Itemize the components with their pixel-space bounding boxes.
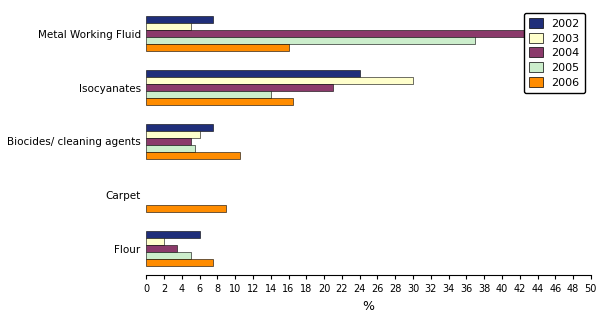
Bar xyxy=(146,98,293,105)
Bar xyxy=(146,23,191,30)
Bar xyxy=(146,231,199,238)
Bar xyxy=(146,44,289,51)
Bar xyxy=(146,77,413,84)
Bar xyxy=(146,84,333,91)
Bar xyxy=(146,145,195,152)
Bar xyxy=(146,138,191,145)
Legend: 2002, 2003, 2004, 2005, 2006: 2002, 2003, 2004, 2005, 2006 xyxy=(524,12,585,93)
Bar xyxy=(146,37,475,44)
Bar xyxy=(146,70,359,77)
Bar xyxy=(146,205,226,212)
Bar xyxy=(146,124,213,131)
Bar xyxy=(146,245,178,252)
Bar xyxy=(146,238,164,245)
Bar xyxy=(146,152,240,159)
Bar xyxy=(146,252,191,259)
Bar xyxy=(146,91,271,98)
Bar xyxy=(146,16,213,23)
Bar xyxy=(146,259,213,266)
X-axis label: %: % xyxy=(362,300,374,313)
Bar xyxy=(146,30,547,37)
Bar xyxy=(146,131,199,138)
